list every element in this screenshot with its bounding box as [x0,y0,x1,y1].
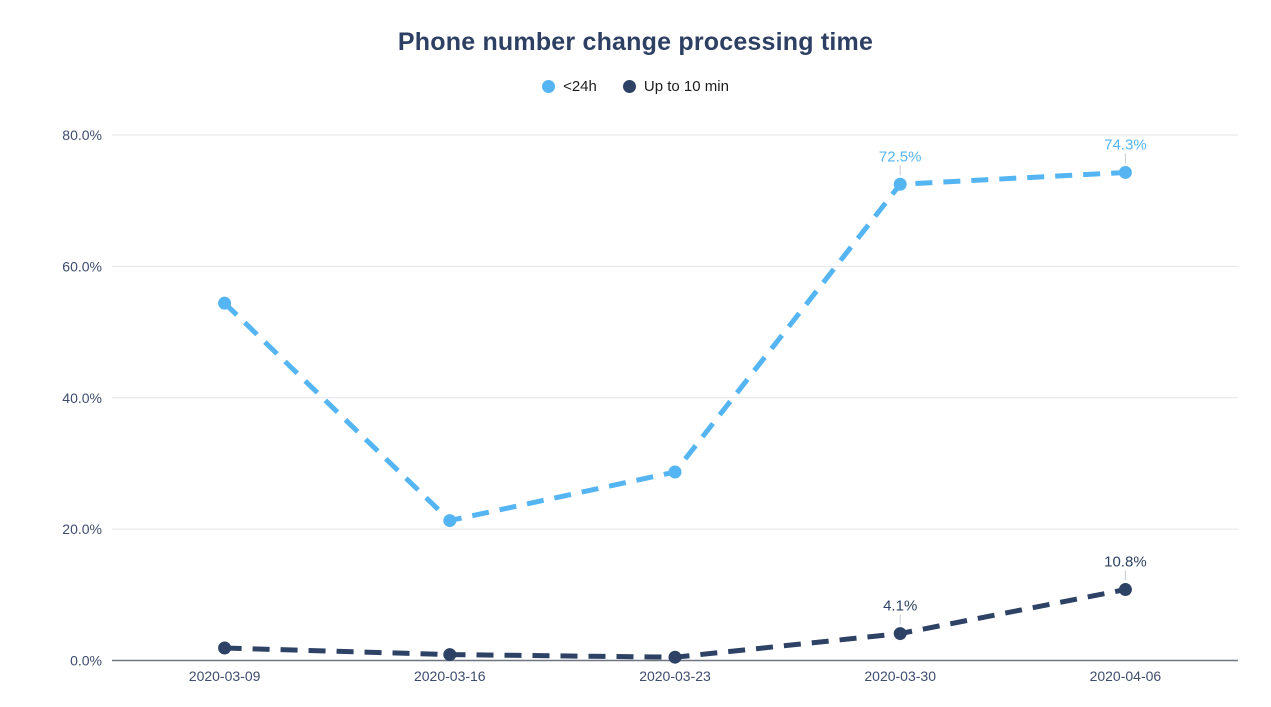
y-tick-label: 80.0% [62,127,102,143]
data-point [668,650,682,664]
x-tick-label: 2020-03-09 [189,668,261,684]
y-tick-label: 0.0% [70,653,102,669]
data-point [893,627,907,641]
legend: <24h Up to 10 min [0,78,1271,95]
y-tick-label: 20.0% [62,521,102,537]
legend-item-up-to-10-min: Up to 10 min [622,78,729,95]
x-tick-label: 2020-04-06 [1090,668,1162,684]
data-point [1118,583,1132,597]
x-tick-label: 2020-03-23 [639,668,711,684]
chart-title: Phone number change processing time [397,28,874,56]
data-point [443,514,457,528]
point-value-label: 74.3% [1104,136,1147,153]
legend-label: Up to 10 min [643,78,729,95]
legend-item-under-24h: <24h [542,78,597,95]
x-tick-label: 2020-03-30 [864,668,936,684]
point-value-label: 72.5% [879,148,922,165]
legend-label: <24h [563,78,597,95]
data-point [218,641,232,655]
data-point [443,648,457,662]
data-point [668,465,682,479]
data-point [1118,165,1132,179]
legend-dot-icon [542,80,556,93]
x-tick-label: 2020-03-16 [414,668,486,684]
data-point [893,177,907,191]
y-tick-label: 60.0% [62,258,102,274]
point-value-label: 4.1% [883,598,917,615]
point-value-label: 10.8% [1104,554,1147,571]
legend-dot-icon [622,80,636,93]
data-point [218,296,232,310]
series-line [224,587,1126,660]
y-tick-label: 40.0% [62,390,102,406]
